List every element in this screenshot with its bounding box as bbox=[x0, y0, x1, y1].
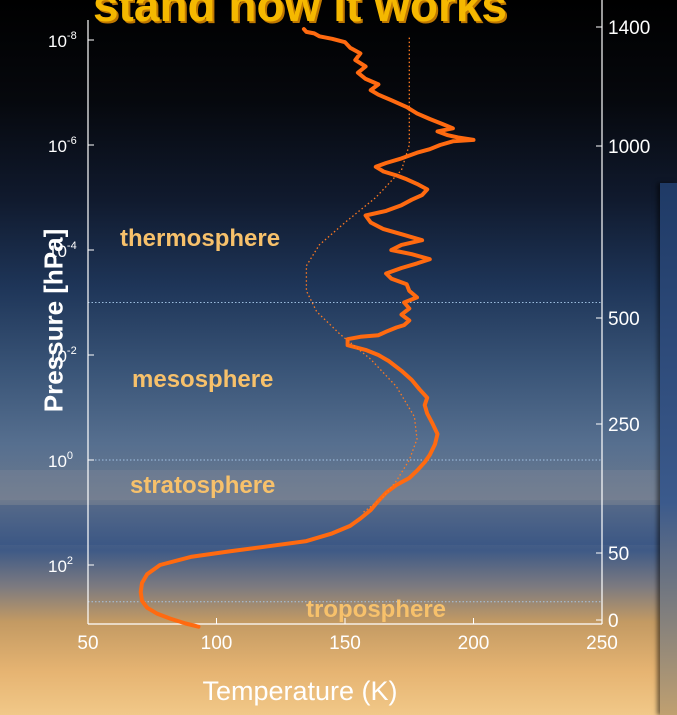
y2-tick-label: 1400 bbox=[608, 18, 650, 39]
measured-temperature-profile bbox=[138, 27, 476, 629]
layer-label-mesosphere: mesosphere bbox=[132, 366, 274, 393]
y2-tick-label: 1000 bbox=[608, 137, 650, 158]
layer-label-troposphere: troposphere bbox=[306, 596, 447, 623]
x-tick-label: 200 bbox=[458, 633, 490, 654]
x-tick-label: 150 bbox=[329, 633, 361, 654]
y2-tick-label: 500 bbox=[608, 309, 640, 330]
y-tick-label: 10-2 bbox=[48, 345, 77, 366]
model-temperature-profile bbox=[305, 37, 418, 514]
side-panel bbox=[660, 183, 677, 715]
y-tick-label: 100 bbox=[48, 450, 73, 471]
y2-tick-label: 0 bbox=[608, 611, 619, 632]
y-tick-label: 102 bbox=[48, 555, 73, 576]
x-tick-label: 100 bbox=[201, 633, 233, 654]
y-tick-label: 10-4 bbox=[48, 240, 77, 261]
x-axis-label: Temperature (K) bbox=[202, 676, 398, 706]
layer-label-thermosphere: thermosphere bbox=[120, 225, 281, 252]
y-tick-label: 10-8 bbox=[48, 30, 77, 51]
slide-headline: stand how it works bbox=[92, 0, 508, 31]
y-tick-label: 10-6 bbox=[48, 135, 77, 156]
y2-tick-label: 50 bbox=[608, 544, 629, 565]
x-tick-label: 250 bbox=[586, 633, 618, 654]
y2-tick-label: 250 bbox=[608, 415, 640, 436]
x-tick-label: 50 bbox=[77, 633, 98, 654]
y-axis-label: Pressure [hPa] bbox=[38, 228, 69, 413]
layer-label-stratosphere: stratosphere bbox=[130, 472, 276, 499]
